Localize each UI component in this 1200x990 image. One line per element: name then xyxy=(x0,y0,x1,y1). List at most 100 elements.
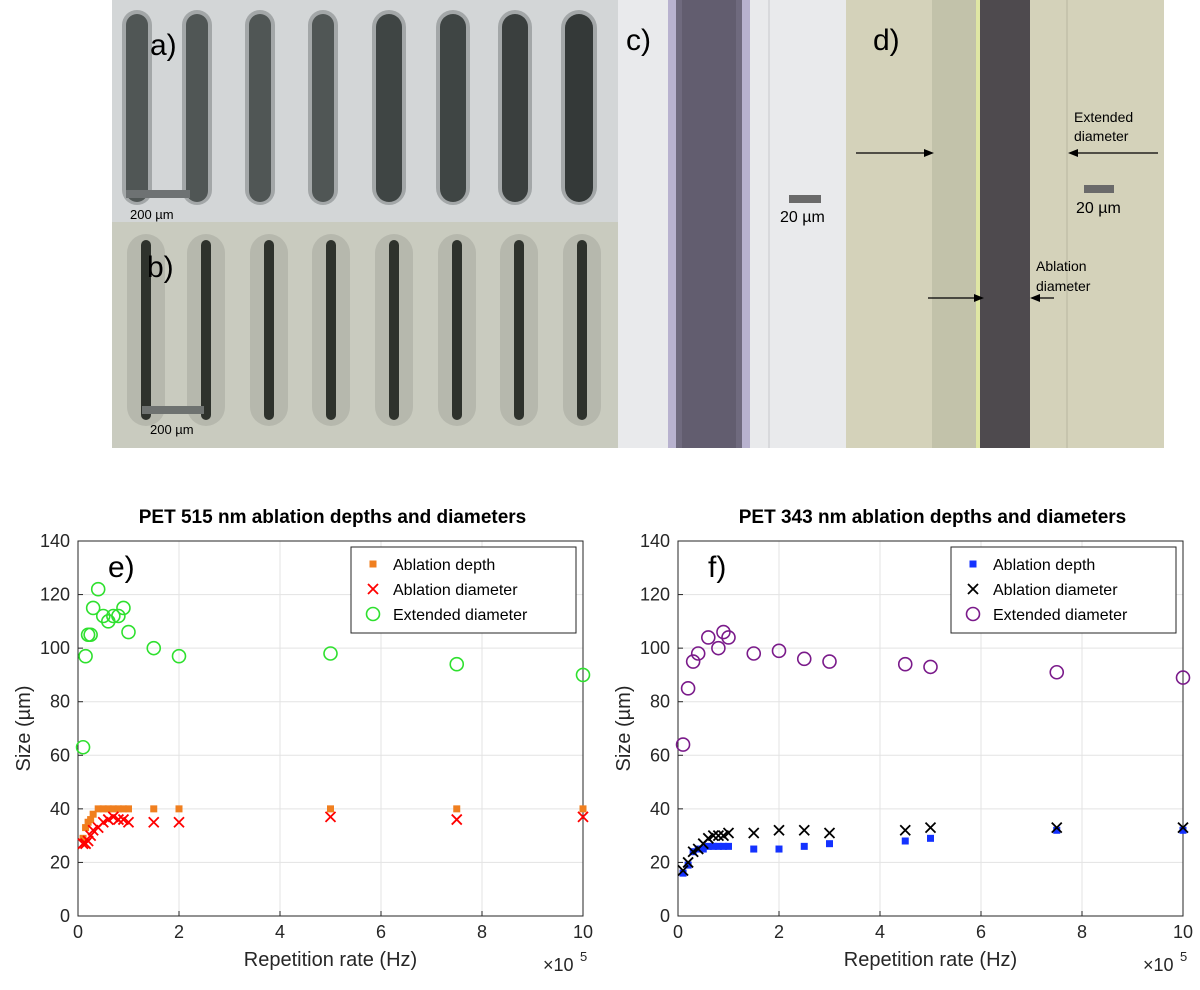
chart-e-point-extended-diameter xyxy=(111,608,126,624)
chart-e-x-multiplier: ×10 xyxy=(543,955,574,975)
panel-d-label: d) xyxy=(873,24,900,57)
chart-e-point-extended-diameter xyxy=(90,581,106,597)
chart-e-ytick-label: 120 xyxy=(40,585,70,605)
chart-f-ytick-label: 40 xyxy=(650,799,670,819)
chart-e-point-ablation-depth xyxy=(89,810,97,818)
chart-f-point-ablation-depth xyxy=(1179,826,1187,834)
chart-e-ytick-label: 80 xyxy=(50,692,70,712)
chart-f-title: PET 343 nm ablation depths and diameters xyxy=(739,507,1127,528)
chart-e-point-ablation-diameter xyxy=(451,813,463,826)
chart-f-point-ablation-diameter xyxy=(924,821,937,834)
chart-f-ytick-label: 60 xyxy=(650,745,670,765)
chart-f-legend-label: Ablation diameter xyxy=(993,582,1118,599)
panel-a-scalebar-label: 200 µm xyxy=(130,207,174,222)
chart-e-panel-label: e) xyxy=(108,551,135,584)
chart-f-point-extended-diameter xyxy=(680,681,696,696)
chart-e-xtick-label: 2 xyxy=(174,922,184,942)
chart-f-point-ablation-diameter xyxy=(682,856,694,869)
arrow-ablation-right xyxy=(1030,294,1054,302)
annotation-extended-line1: Extended xyxy=(1074,109,1133,125)
chart-f-point-ablation-depth xyxy=(704,842,712,850)
chart-f-point-extended-diameter xyxy=(711,640,726,656)
chart-f-legend-marker xyxy=(965,606,981,622)
panel-a-grooves xyxy=(122,10,597,205)
chart-e-axes-box xyxy=(77,540,584,917)
chart-e-point-ablation-depth xyxy=(175,805,183,813)
annotation-extended-line2: diameter xyxy=(1074,128,1129,144)
chart-f-point-ablation-depth xyxy=(750,845,758,853)
panel-b-label: b) xyxy=(147,251,174,284)
chart-e-xtick-label: 8 xyxy=(477,922,487,942)
chart-f-panel-label: f) xyxy=(708,551,726,584)
chart-f-point-ablation-diameter xyxy=(677,864,689,877)
chart-e-ylabel: Size (µm) xyxy=(13,686,35,772)
chart-e-point-extended-diameter xyxy=(116,600,131,616)
chart-f-point-extended-diameter xyxy=(701,630,716,645)
chart-e-point-extended-diameter xyxy=(95,608,111,624)
chart-f-point-ablation-depth xyxy=(719,842,727,850)
chart-e-point-ablation-depth xyxy=(79,834,87,842)
chart-f-point-extended-diameter xyxy=(1049,664,1065,680)
chart-f-xtick-label: 10 xyxy=(1173,922,1193,942)
chart-e-point-ablation-depth xyxy=(99,805,107,813)
panel-b-scalebar-label: 200 µm xyxy=(150,422,194,437)
chart-e-point-ablation-depth xyxy=(104,805,112,813)
chart-f-legend-label: Extended diameter xyxy=(993,607,1128,624)
arrow-extended-left xyxy=(856,149,934,157)
chart-f-point-extended-diameter xyxy=(897,656,913,672)
chart-f-x-exponent: 5 xyxy=(1180,949,1187,964)
chart-e-point-extended-diameter xyxy=(323,646,338,661)
chart-e-point-ablation-depth xyxy=(327,805,334,813)
chart-e-xtick-label: 6 xyxy=(376,922,386,942)
chart-e-point-extended-diameter xyxy=(449,656,465,672)
chart-e-ytick-label: 100 xyxy=(40,638,70,658)
chart-e-ytick-label: 40 xyxy=(50,799,70,819)
chart-f-point-extended-diameter xyxy=(685,654,701,669)
chart-f-point-ablation-depth xyxy=(826,840,833,848)
chart-f-point-ablation-diameter xyxy=(748,827,760,839)
chart-e-point-ablation-diameter xyxy=(173,816,185,828)
chart-e-point-ablation-depth xyxy=(125,805,132,813)
chart-e-point-extended-diameter xyxy=(85,600,101,616)
chart-e-ytick-label: 60 xyxy=(50,745,70,765)
chart-f-point-extended-diameter xyxy=(716,624,731,640)
chart-f-point-extended-diameter xyxy=(822,654,837,669)
chart-e-point-extended-diameter xyxy=(575,667,591,683)
chart-f-legend xyxy=(950,546,1177,634)
chart-e-point-extended-diameter xyxy=(75,739,91,755)
chart-e-point-extended-diameter xyxy=(78,648,93,664)
chart-f-ytick-label: 140 xyxy=(640,531,670,551)
chart-f-point-ablation-diameter xyxy=(712,830,725,842)
panel-a: a) 200 µm xyxy=(112,0,618,222)
chart-e-legend-marker xyxy=(365,606,381,622)
chart-e-title: PET 515 nm ablation depths and diameters xyxy=(139,507,527,528)
chart-f-point-ablation-depth xyxy=(684,861,692,869)
chart-e-point-ablation-diameter xyxy=(112,813,125,826)
chart-e-point-ablation-depth xyxy=(94,805,102,813)
panel-c-scalebar-label: 20 µm xyxy=(780,209,825,226)
chart-f-xtick-label: 8 xyxy=(1077,922,1087,942)
chart-f-axes-box xyxy=(677,540,1184,917)
chart-f-point-extended-diameter xyxy=(923,659,938,675)
chart-e-point-ablation-depth xyxy=(87,816,95,824)
chart-e-legend-label: Extended diameter xyxy=(393,607,528,624)
chart-f-point-extended-diameter xyxy=(796,651,812,667)
arrow-ablation-left xyxy=(928,294,984,302)
chart-e-legend xyxy=(350,546,577,634)
chart-f-xtick-label: 2 xyxy=(774,922,784,942)
chart-f-point-ablation-depth xyxy=(725,842,732,850)
chart-f-point-extended-diameter xyxy=(721,630,736,645)
chart-f-point-ablation-depth xyxy=(927,834,934,842)
chart-f-point-ablation-depth xyxy=(679,869,687,877)
chart-f-point-ablation-depth xyxy=(699,845,707,853)
chart-e-point-ablation-diameter xyxy=(148,816,160,828)
chart-e-xlabel: Repetition rate (Hz) xyxy=(244,949,417,971)
chart-e-point-ablation-diameter xyxy=(122,816,135,828)
chart-e-point-ablation-depth xyxy=(150,805,158,813)
chart-f-point-ablation-diameter xyxy=(722,827,735,839)
chart-e-point-ablation-diameter xyxy=(324,811,337,823)
chart-f-point-extended-diameter xyxy=(690,646,706,661)
panel-d-scalebar-label: 20 µm xyxy=(1076,200,1121,217)
chart-f-legend-label: Ablation depth xyxy=(993,557,1095,574)
